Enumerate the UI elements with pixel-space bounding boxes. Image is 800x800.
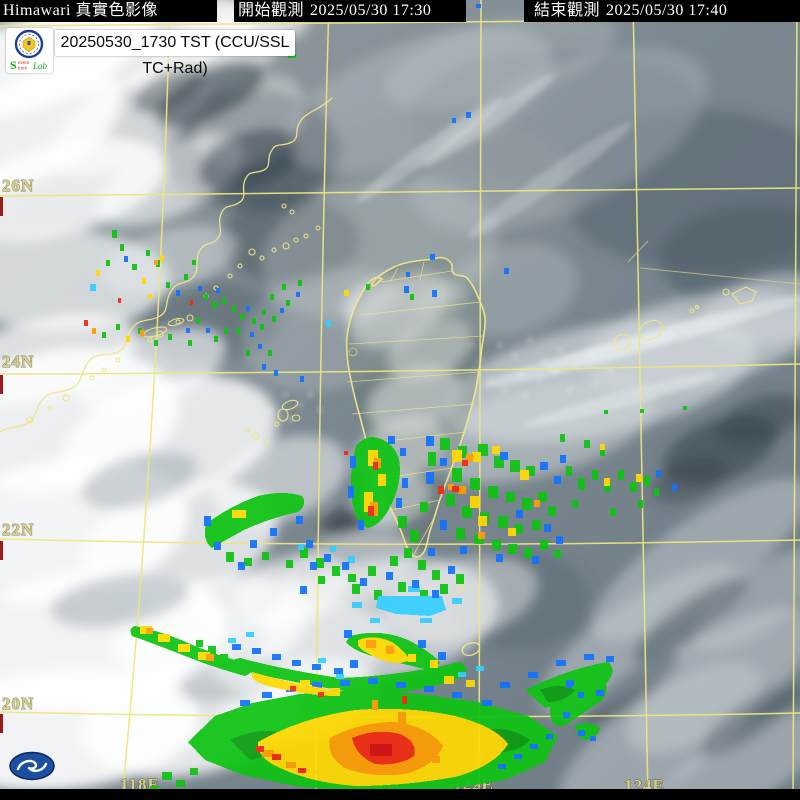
ssl-logo-word-bottom: torm	[18, 66, 27, 71]
radar-domain-edge-ticks	[0, 197, 3, 733]
product-info-label: 20250530_1730 TST (CCU/SSL TC+Rad)	[60, 34, 290, 77]
obs-start-time: 2025/05/30 17:30	[310, 2, 432, 19]
ssl-logo-lab: Lab	[32, 61, 48, 71]
lat-label-20n: 20N	[2, 694, 34, 713]
header-obs-start: 開始觀測 2025/05/30 17:30	[234, 0, 466, 22]
bottom-black-bar	[0, 789, 800, 800]
obs-start-label: 開始觀測	[238, 2, 305, 19]
header-product-title: Himawari 真實色影像	[0, 0, 217, 22]
header-obs-end: 結束觀測 2025/05/30 17:40	[524, 0, 800, 22]
ssl-logo-s: S	[10, 58, 17, 72]
obs-end-label: 結束觀測	[534, 2, 601, 19]
typhoon-swirl-icon	[9, 751, 55, 781]
obs-end-time: 2025/05/30 17:40	[606, 2, 728, 19]
product-title-text: Himawari 真實色影像	[3, 2, 158, 19]
ccu-seal-icon: S evere torm Lab	[10, 29, 48, 72]
ssl-lab-logo: S evere torm Lab	[6, 28, 53, 73]
lat-label-26n: 26N	[2, 176, 34, 195]
ssl-logo-word-top: evere	[18, 60, 30, 65]
lat-label-24n: 24N	[2, 352, 34, 371]
lat-label-22n: 22N	[2, 520, 34, 539]
radar-layer	[84, 2, 687, 792]
weather-bureau-logo	[8, 750, 56, 782]
product-info-box: 20250530_1730 TST (CCU/SSL TC+Rad)	[55, 30, 295, 77]
